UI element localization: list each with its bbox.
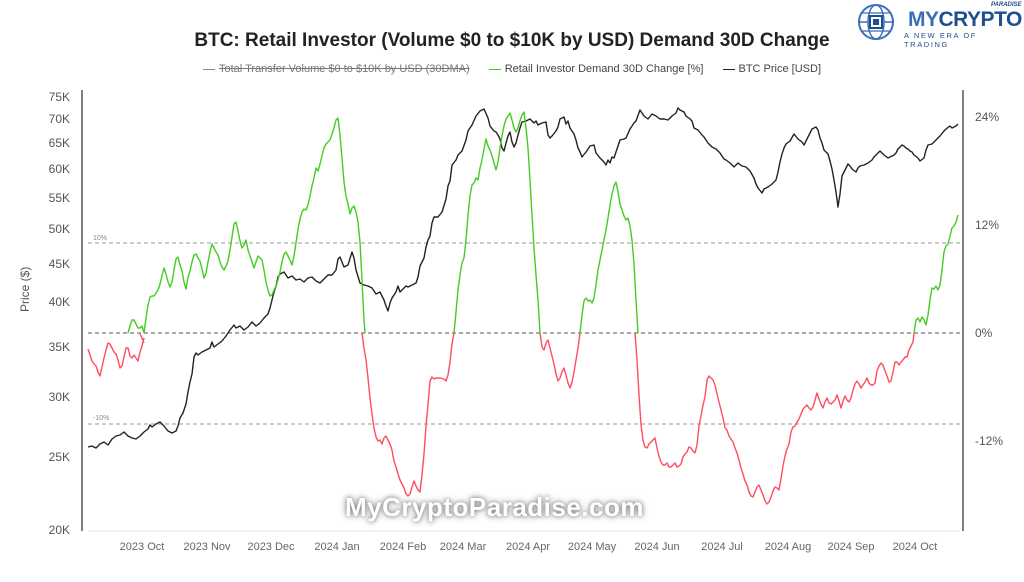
x-tick: 2024 May (567, 541, 617, 553)
legend-label: BTC Price [USD] (738, 63, 822, 75)
logo-tagline: A NEW ERA OF TRADING (904, 31, 977, 49)
ref-line-label-10: 10% (93, 235, 108, 242)
y-tick-left: 25K (48, 450, 70, 464)
logo-brand-text: MYCRYPTO (908, 8, 1022, 32)
x-tick: 2024 Apr (505, 541, 551, 553)
x-tick: 2023 Nov (183, 541, 231, 553)
legend-item-total-transfer-volume[interactable]: Total Transfer Volume $0 to $10K by USD … (202, 63, 470, 75)
chart-legend: Total Transfer Volume $0 to $10K by USD … (0, 63, 1024, 75)
y-tick-left: 20K (48, 523, 70, 537)
brand-logo: PARADISE MYCRYPTO A NEW ERA OF TRADING (856, 2, 1024, 49)
series-demand-positive-segment (913, 214, 959, 334)
x-tick: 2024 Aug (764, 541, 812, 553)
x-tick: 2024 Jul (701, 541, 743, 553)
site-watermark: MyCryptoParadise.com (345, 492, 644, 522)
legend-label: Total Transfer Volume $0 to $10K by USD … (218, 63, 470, 75)
y-tick-left: 50K (48, 222, 70, 236)
series-demand-negative-segment (87, 337, 145, 377)
series-btc-price-line (87, 107, 959, 449)
legend-label: Retail Investor Demand 30D Change [%] (504, 63, 704, 75)
legend-swatch-black (722, 68, 735, 70)
y-tick-left: 55K (48, 191, 70, 205)
series-demand-negative-segment (361, 332, 455, 497)
y-tick-right: -12% (975, 434, 1004, 448)
y-tick-left: 75K (48, 90, 70, 104)
y-tick-left: 30K (48, 390, 70, 404)
y-tick-left: 70K (48, 112, 70, 126)
chart-title: BTC: Retail Investor (Volume $0 to $10K … (194, 30, 830, 51)
legend-item-btc-price[interactable]: BTC Price [USD] (722, 63, 822, 75)
logo-superscript: PARADISE (991, 2, 1022, 8)
series-demand-positive-segment (579, 181, 639, 334)
x-tick: 2024 Oct (892, 541, 938, 553)
series-demand-positive-segment (127, 319, 145, 334)
x-tick: 2023 Dec (247, 541, 295, 553)
x-tick: 2023 Oct (119, 541, 165, 553)
y-tick-left: 45K (48, 257, 70, 271)
series-demand-positive-segment (453, 111, 541, 334)
series-demand-positive-segment (143, 117, 366, 334)
legend-swatch-green (488, 68, 501, 70)
series-demand-negative-segment (139, 333, 145, 344)
y-tick-left: 35K (48, 340, 70, 354)
y-tick-right: 12% (975, 218, 1000, 232)
series-demand-negative-segment (539, 332, 581, 389)
y-tick-left: 60K (48, 162, 70, 176)
y-tick-right: 0% (975, 326, 993, 340)
x-tick: 2024 Jan (314, 541, 360, 553)
y-tick-left: 65K (48, 136, 70, 150)
series-demand-negative-segment (634, 332, 915, 505)
logo-brand-suffix: CRYPTO (938, 8, 1023, 31)
y-tick-left: 40K (48, 295, 70, 309)
x-tick: 2024 Mar (439, 541, 487, 553)
y-tick-right: 24% (975, 110, 1000, 124)
legend-swatch-gray (202, 68, 215, 70)
x-tick: 2024 Feb (379, 541, 427, 553)
logo-brand-prefix: MY (908, 8, 939, 31)
x-tick: 2024 Sep (827, 541, 875, 553)
ref-line-label-neg10: -10% (93, 415, 110, 422)
x-tick: 2024 Jun (634, 541, 680, 553)
globe-chip-icon (858, 4, 894, 40)
legend-item-retail-demand[interactable]: Retail Investor Demand 30D Change [%] (488, 63, 704, 75)
